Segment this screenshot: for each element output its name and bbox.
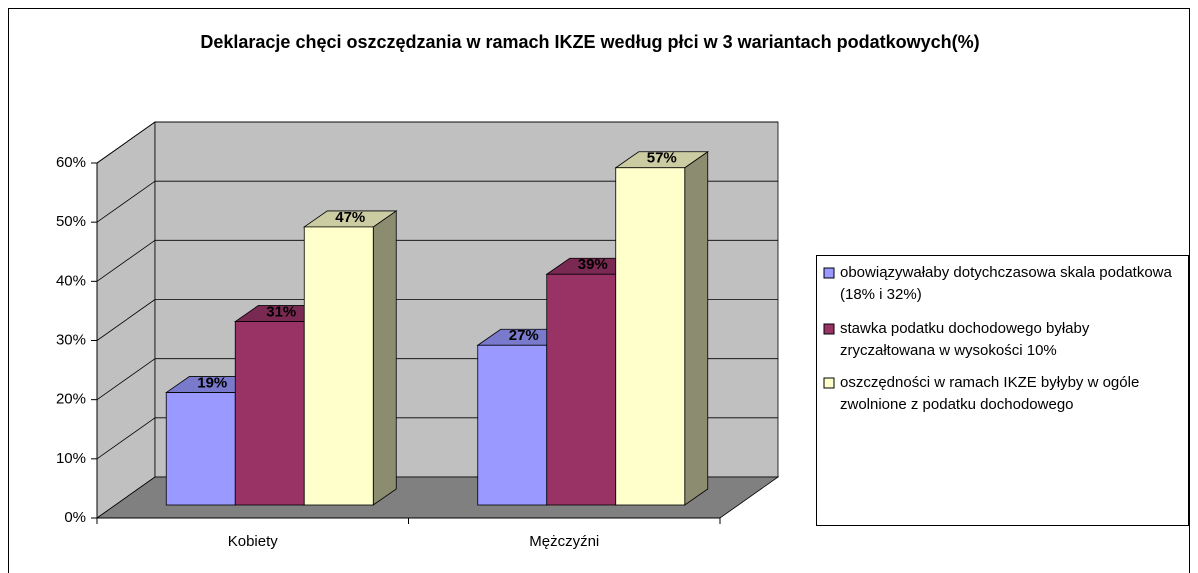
bar xyxy=(546,273,617,506)
bar xyxy=(303,226,374,506)
chart-title: Deklaracje chęci oszczędzania w ramach I… xyxy=(200,32,980,52)
x-tick-label: Mężczyźni xyxy=(529,533,599,550)
data-label: 57% xyxy=(647,150,677,167)
data-label: 47% xyxy=(335,209,365,226)
data-label: 19% xyxy=(197,375,227,392)
grid-line xyxy=(96,358,156,400)
bar-side xyxy=(684,150,709,506)
y-tick-label: 10% xyxy=(56,450,86,467)
y-tick-label: 50% xyxy=(56,213,86,230)
grid-line xyxy=(96,299,156,341)
bar xyxy=(615,167,686,506)
data-label: 39% xyxy=(578,256,608,273)
grid-line xyxy=(96,180,156,223)
legend-swatch xyxy=(823,323,835,335)
legend-label: stawka podatku dochodowego byłaby zrycza… xyxy=(840,320,1090,359)
bar-side xyxy=(372,210,397,506)
y-tick-label: 60% xyxy=(56,154,86,171)
data-label: 31% xyxy=(266,304,296,321)
grid-line xyxy=(96,121,156,164)
data-label: 27% xyxy=(509,327,539,344)
y-tick-label: 30% xyxy=(56,331,86,348)
x-tick-label: Kobiety xyxy=(228,533,279,550)
bar xyxy=(234,321,305,506)
bar xyxy=(165,392,236,506)
legend-label: oszczędności w ramach IKZE byłyby w ogól… xyxy=(840,374,1140,413)
grid-line xyxy=(96,417,156,460)
grid-line xyxy=(96,240,156,282)
y-tick-label: 20% xyxy=(56,391,86,408)
legend-swatch xyxy=(823,267,835,279)
legend-swatch xyxy=(823,377,835,389)
legend-box xyxy=(816,255,1189,526)
legend-label: obowiązywałaby dotychczasowa skala podat… xyxy=(840,264,1172,303)
y-tick-label: 0% xyxy=(64,509,86,526)
bar xyxy=(477,344,548,506)
y-tick-label: 40% xyxy=(56,272,86,289)
